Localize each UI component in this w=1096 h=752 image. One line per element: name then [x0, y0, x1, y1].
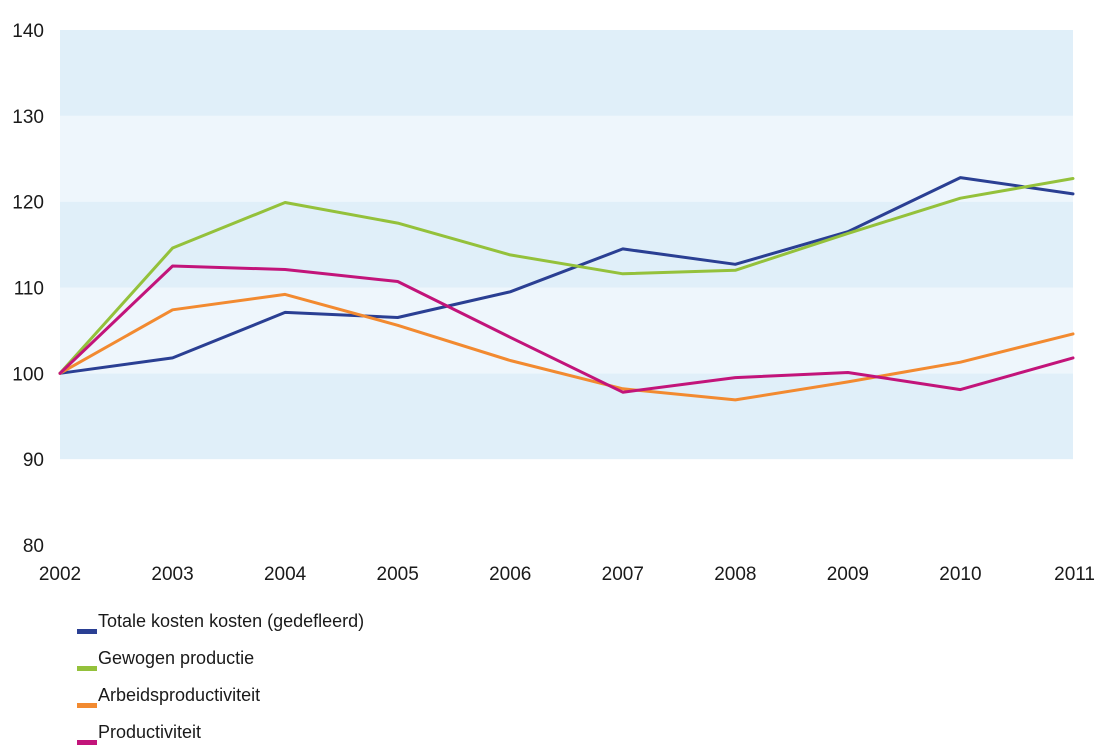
series-lines: [58, 176, 1075, 402]
y-axis-ticks: 80 90 100 110 120 130 140: [12, 21, 44, 557]
legend-label: Arbeidsproductiviteit: [98, 685, 260, 705]
x-tick-label: 2005: [377, 564, 419, 585]
x-tick-label: 2009: [827, 564, 869, 585]
y-tick-label: 80: [23, 536, 44, 557]
legend: Totale kosten kosten (gedefleerd) Gewogen…: [77, 611, 364, 745]
grid-band: [60, 201, 1073, 288]
y-tick-label: 130: [12, 107, 44, 128]
legend-swatch: [77, 740, 97, 745]
y-tick-label: 90: [23, 450, 44, 471]
y-tick-label: 100: [12, 364, 44, 385]
grid-band: [60, 115, 1073, 202]
legend-swatch: [77, 629, 97, 634]
grid-band: [60, 373, 1073, 460]
x-tick-label: 2007: [602, 564, 644, 585]
y-tick-label: 120: [12, 193, 44, 214]
legend-label: Gewogen productie: [98, 648, 254, 668]
x-tick-label: 2010: [939, 564, 981, 585]
grid-band: [60, 459, 1073, 545]
series-line: [58, 177, 1075, 375]
series-line: [58, 292, 1075, 402]
x-tick-label: 2008: [714, 564, 756, 585]
series-line: [58, 176, 1075, 375]
legend-swatch: [77, 703, 97, 708]
legend-swatch: [77, 666, 97, 671]
grid-band: [60, 30, 1073, 116]
x-tick-label: 2011: [1054, 564, 1095, 585]
y-tick-label: 110: [14, 279, 44, 300]
x-axis-ticks: 2002 2003 2004 2005 2006 2007 2008 2009 2010 2011: [39, 564, 1095, 585]
grid-bands: [60, 30, 1073, 545]
grid-band: [60, 287, 1073, 374]
legend-label: Totale kosten kosten (gedefleerd): [98, 611, 364, 631]
x-tick-label: 2004: [264, 564, 307, 585]
legend-label: Productiviteit: [98, 722, 201, 742]
x-tick-label: 2002: [39, 564, 81, 585]
x-tick-label: 2006: [489, 564, 531, 585]
series-line: [58, 264, 1075, 394]
x-tick-label: 2003: [151, 564, 193, 585]
y-tick-label: 140: [12, 21, 44, 42]
